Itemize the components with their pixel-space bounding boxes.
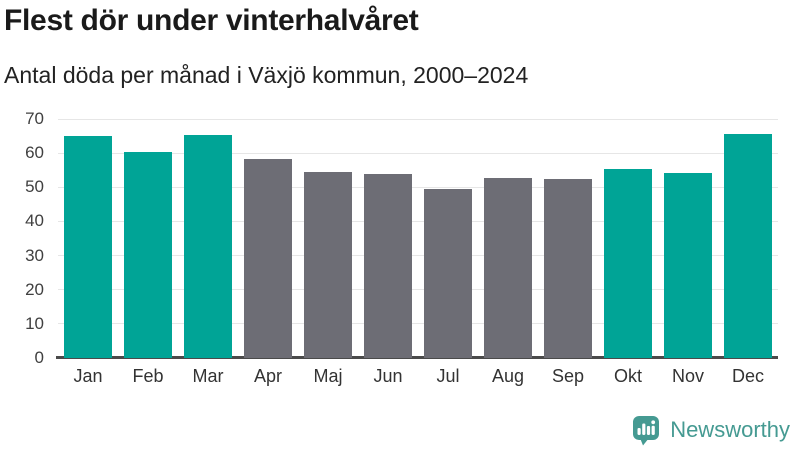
bar-nov: [664, 172, 712, 358]
bar-okt: [604, 168, 652, 358]
x-tick-label-nov: Nov: [671, 366, 704, 386]
y-tick-label-70: 70: [25, 109, 44, 128]
x-axis-labels: Jan Feb Mar Apr Maj Jun Jul Aug Sep Okt Nov Dec: [58, 366, 778, 387]
bar-apr: [244, 158, 292, 358]
gridline-50: [58, 186, 778, 188]
bar-jan: [64, 135, 112, 358]
x-axis-line: [56, 356, 778, 359]
x-tick-label-mar: Mar: [192, 366, 224, 386]
x-tick-label-aug: Aug: [491, 366, 525, 386]
gridline-20: [58, 289, 778, 291]
x-tick-label-okt: Okt: [613, 366, 642, 386]
gridline-30: [58, 255, 778, 257]
bar-dec: [724, 133, 772, 358]
y-tick-label-10: 10: [25, 313, 44, 333]
bar-maj: [304, 172, 352, 358]
bar-sep: [544, 179, 592, 358]
y-axis: 0 10 20 30 40 50 60 70: [0, 110, 44, 367]
y-tick-label-50: 50: [25, 177, 44, 197]
bar-feb: [124, 152, 172, 358]
x-tick-label-maj: Maj: [313, 366, 343, 386]
y-tick-label-60: 60: [25, 143, 44, 163]
y-tick-label-30: 30: [25, 245, 44, 265]
y-tick-label-40: 40: [25, 211, 44, 231]
x-tick-label-feb: Feb: [132, 366, 164, 386]
y-tick-label-0: 0: [34, 348, 44, 367]
x-tick-label-apr: Apr: [253, 366, 282, 386]
gridline-40: [58, 220, 778, 222]
gridline-60: [58, 152, 778, 154]
newsworthy-logo-link[interactable]: Newsworthy: [630, 414, 790, 446]
x-tick-label-jan: Jan: [73, 366, 103, 386]
gridline-70: [58, 118, 778, 120]
bar-mar: [184, 134, 232, 358]
bar-aug: [484, 178, 532, 358]
x-tick-label-jul: Jul: [436, 366, 460, 386]
bar-chart-plot-area: [56, 118, 778, 359]
bar-chart-speech-bubble-icon: [633, 416, 660, 446]
bar-jul: [424, 188, 472, 358]
x-tick-label-sep: Sep: [551, 366, 585, 386]
x-tick-label-jun: Jun: [373, 366, 403, 386]
gridline-10: [58, 323, 778, 325]
chart-subtitle: Antal döda per månad i Växjö kommun, 200…: [4, 62, 529, 88]
newsworthy-wordmark: Newsworthy: [670, 417, 790, 442]
x-tick-label-dec: Dec: [731, 366, 764, 386]
chart-title: Flest dör under vinterhalvåret: [4, 4, 419, 37]
y-tick-label-20: 20: [25, 279, 44, 299]
bar-jun: [364, 174, 412, 358]
